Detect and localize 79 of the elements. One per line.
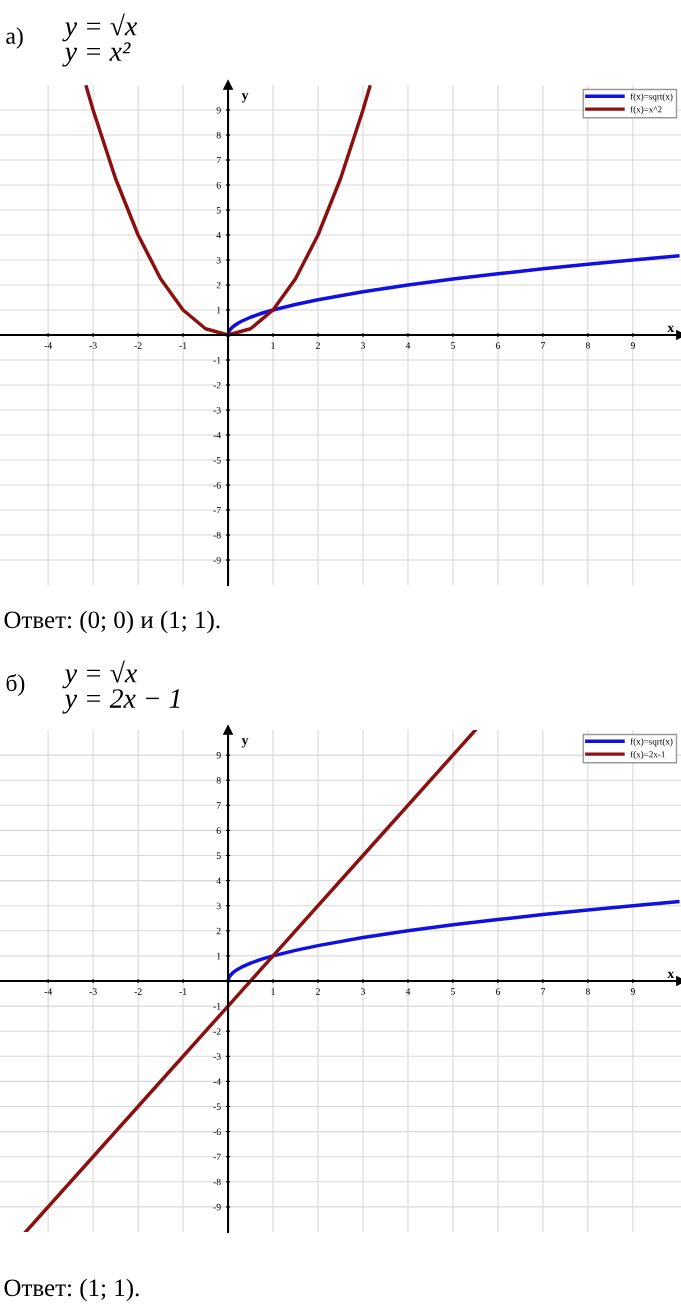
text: Ответ: (1; 1). bbox=[4, 1278, 139, 1302]
y-tick-label: 9 bbox=[216, 752, 221, 759]
y-tick-label: 3 bbox=[216, 902, 221, 910]
y-tick-label: 2 bbox=[216, 927, 221, 935]
x-tick-label: 7 bbox=[541, 988, 546, 995]
y-tick-label: 8 bbox=[216, 131, 221, 139]
legend-label: f(x)=2x-1 bbox=[630, 750, 665, 760]
x-axis-title: x bbox=[667, 325, 675, 333]
x-tick-label: 6 bbox=[495, 988, 501, 995]
x-tick-label: -2 bbox=[134, 988, 142, 995]
x-tick-label: -4 bbox=[44, 342, 53, 349]
y-tick-label: 4 bbox=[216, 877, 221, 884]
x-tick-label: 9 bbox=[630, 342, 635, 349]
y-tick-label: 3 bbox=[216, 256, 221, 264]
y-tick-label: -9 bbox=[213, 556, 221, 564]
y-tick-label: -5 bbox=[213, 457, 221, 464]
chart-subtitle: y = √x y = x² bbox=[62, 13, 138, 67]
x-tick-label: 2 bbox=[316, 988, 320, 995]
x-tick-label: 5 bbox=[451, 988, 455, 995]
y-tick-label: -8 bbox=[213, 1178, 221, 1186]
y-tick-label: -4 bbox=[213, 1078, 221, 1085]
y-tick-label: 9 bbox=[216, 106, 221, 114]
x-tick-label: 4 bbox=[405, 342, 411, 349]
x-tick-label: -4 bbox=[44, 988, 53, 995]
y-tick-label: -1 bbox=[213, 356, 221, 364]
y-axis-title: y bbox=[241, 738, 249, 748]
y-tick-label: -5 bbox=[213, 1103, 221, 1110]
legend-label: f(x)=sqrt(x) bbox=[630, 738, 673, 747]
x-tick-label: 1 bbox=[271, 342, 275, 349]
x-tick-label: 4 bbox=[405, 988, 411, 995]
x-tick-label: -3 bbox=[89, 988, 97, 995]
y-tick-label: 6 bbox=[216, 181, 221, 189]
chart-title: а) bbox=[6, 27, 23, 49]
y-tick-label: 1 bbox=[217, 306, 221, 314]
text: Ответ: (0; 0) и (1; 1). bbox=[4, 610, 220, 634]
x-tick-label: 8 bbox=[585, 988, 590, 995]
y-tick-label: -4 bbox=[213, 431, 221, 439]
x-tick-label: -2 bbox=[134, 342, 142, 349]
legend-label: f(x)=sqrt(x) bbox=[630, 93, 673, 102]
y-tick-label: 5 bbox=[216, 207, 221, 214]
y-tick-label: 7 bbox=[216, 802, 221, 809]
line-series bbox=[84, 85, 372, 337]
x-tick-label: 2 bbox=[316, 342, 320, 349]
line-series bbox=[23, 730, 478, 1232]
chart-subtitle: y = √x y = 2x − 1 bbox=[62, 660, 180, 714]
y-tick-label: 1 bbox=[217, 952, 221, 960]
x-tick-label: 8 bbox=[585, 342, 590, 349]
x-tick-label: -1 bbox=[179, 342, 187, 349]
x-tick-label: 5 bbox=[451, 342, 455, 349]
x-tick-label: 7 bbox=[541, 342, 546, 349]
y-tick-label: -7 bbox=[213, 507, 221, 514]
chart-title: б) bbox=[6, 674, 25, 696]
y-tick-label: -2 bbox=[213, 381, 221, 389]
y-tick-label: -6 bbox=[213, 1128, 221, 1136]
x-tick-label: 3 bbox=[361, 342, 366, 349]
y-tick-label: -8 bbox=[213, 531, 221, 539]
x-tick-label: 1 bbox=[271, 988, 275, 995]
y-tick-label: -2 bbox=[213, 1028, 221, 1035]
y-axis-title: y bbox=[241, 93, 249, 103]
y-tick-label: 5 bbox=[216, 852, 221, 859]
y-tick-label: 6 bbox=[216, 827, 221, 834]
legend-label: f(x)=x^2 bbox=[630, 105, 662, 115]
x-tick-label: -3 bbox=[89, 342, 97, 349]
x-tick-label: 6 bbox=[495, 342, 501, 349]
y-tick-label: -1 bbox=[213, 1003, 221, 1010]
y-tick-label: -7 bbox=[213, 1153, 221, 1161]
y-tick-label: 7 bbox=[216, 157, 221, 164]
y-tick-label: 2 bbox=[216, 281, 221, 289]
y-tick-label: -3 bbox=[213, 1053, 221, 1060]
y-tick-label: -9 bbox=[213, 1203, 221, 1211]
line-series bbox=[226, 899, 680, 983]
y-tick-label: -3 bbox=[213, 406, 221, 414]
y-tick-label: 8 bbox=[216, 777, 221, 784]
x-tick-label: 9 bbox=[630, 988, 635, 995]
y-tick-label: -6 bbox=[213, 481, 221, 489]
y-tick-label: 4 bbox=[216, 231, 221, 239]
x-tick-label: -1 bbox=[179, 988, 187, 995]
x-tick-label: 3 bbox=[361, 988, 366, 995]
x-axis-title: x bbox=[667, 971, 675, 979]
